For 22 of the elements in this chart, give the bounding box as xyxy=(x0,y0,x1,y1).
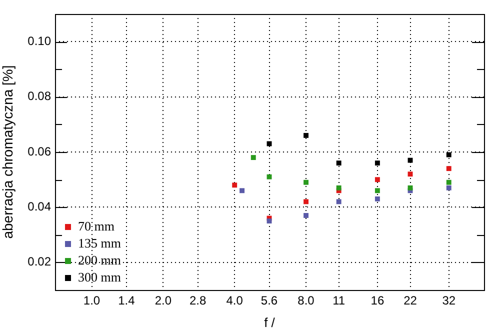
x-axis-title: f / xyxy=(264,314,276,330)
x-tick-label: 1.4 xyxy=(118,294,136,308)
legend-label: 300 mm xyxy=(78,269,121,284)
y-tick-label: 0.04 xyxy=(28,200,52,214)
y-tick-label: 0.06 xyxy=(28,144,52,158)
x-tick-label: 2.8 xyxy=(190,294,207,308)
y-tick-label: 0.10 xyxy=(28,34,52,48)
x-tick-label: 11 xyxy=(332,294,346,308)
x-tick-label: 2.0 xyxy=(154,294,172,308)
legend-label: 135 mm xyxy=(78,235,121,250)
x-tick-label: 16 xyxy=(370,294,384,308)
legend-label: 200 mm xyxy=(78,252,121,268)
legend-label: 70 mm xyxy=(78,218,114,234)
y-tick-label: 0.02 xyxy=(28,254,52,269)
y-tick-label: 0.08 xyxy=(28,89,52,104)
x-tick-label: 32 xyxy=(442,294,456,308)
x-tick-label: 4.0 xyxy=(226,294,244,308)
y-axis-title: aberracja chromatyczna [%] xyxy=(0,65,16,239)
x-tick-label: 5.6 xyxy=(260,294,278,308)
x-tick-label: 8.0 xyxy=(298,294,315,308)
x-tick-label: 22 xyxy=(404,294,418,308)
x-tick-label: 1.0 xyxy=(83,294,100,308)
